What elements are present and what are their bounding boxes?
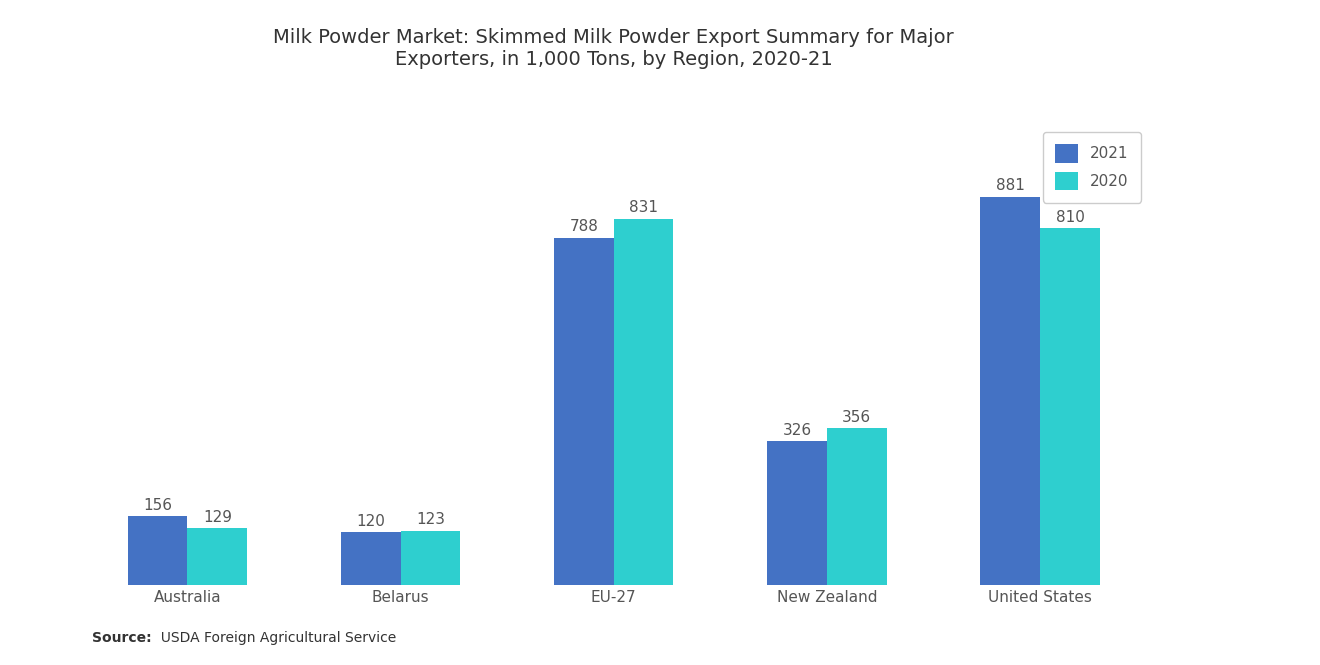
Bar — [1040, 228, 1100, 585]
Bar — [128, 517, 187, 585]
Text: 129: 129 — [203, 510, 232, 525]
Bar — [767, 442, 826, 585]
Text: 156: 156 — [143, 498, 172, 513]
Bar — [554, 238, 614, 585]
Bar — [187, 528, 247, 585]
Text: Source:: Source: — [92, 631, 152, 645]
Text: 326: 326 — [783, 423, 812, 438]
Text: 788: 788 — [569, 219, 598, 234]
Text: 356: 356 — [842, 410, 871, 425]
Text: 831: 831 — [630, 200, 659, 215]
Bar — [401, 531, 461, 585]
Bar — [826, 428, 887, 585]
Text: USDA Foreign Agricultural Service: USDA Foreign Agricultural Service — [152, 631, 396, 645]
Bar — [614, 219, 673, 585]
Text: 810: 810 — [1056, 209, 1085, 225]
Text: 123: 123 — [416, 513, 445, 527]
Bar — [341, 532, 401, 585]
Title: Milk Powder Market: Skimmed Milk Powder Export Summary for Major
Exporters, in 1: Milk Powder Market: Skimmed Milk Powder … — [273, 28, 954, 69]
Bar — [981, 197, 1040, 585]
Text: 120: 120 — [356, 514, 385, 529]
Legend: 2021, 2020: 2021, 2020 — [1043, 132, 1140, 203]
Text: 881: 881 — [995, 178, 1024, 194]
